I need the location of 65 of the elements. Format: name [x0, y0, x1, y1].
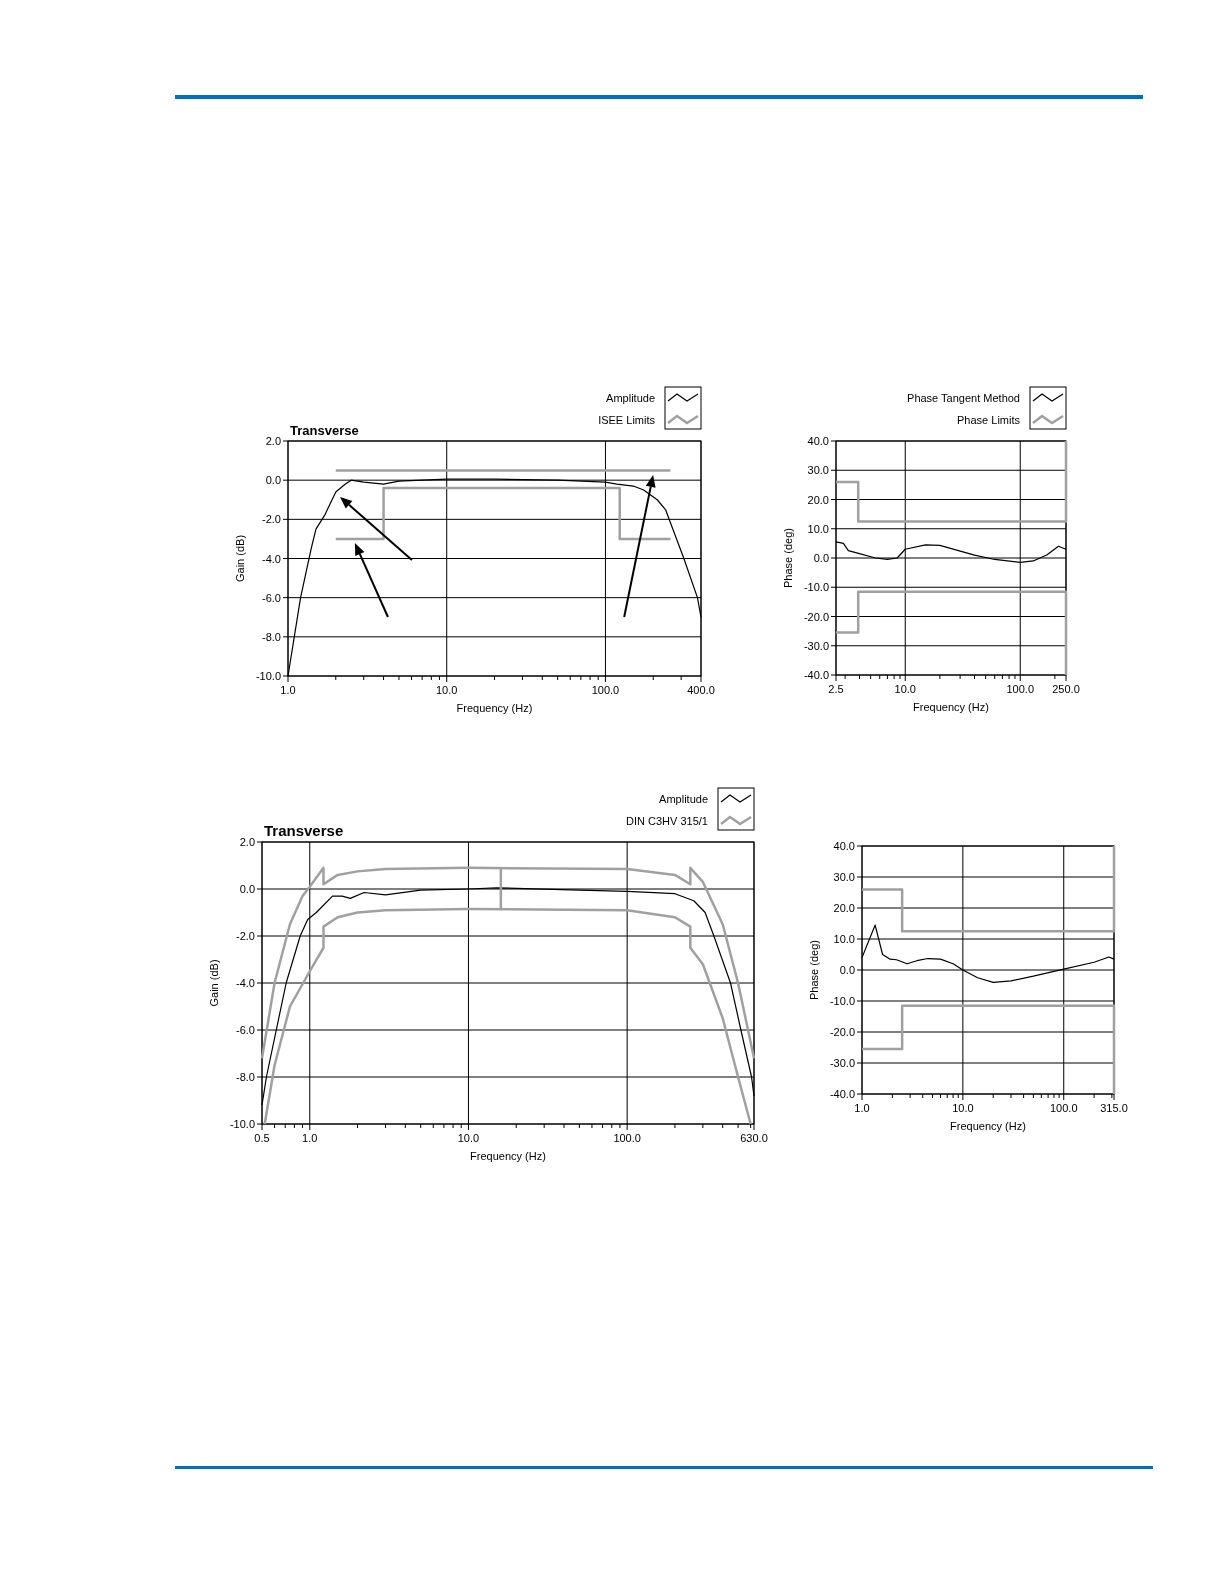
- x-tick-label: 100.0: [1049, 1102, 1078, 1114]
- y-axis-title: Phase (deg): [782, 528, 794, 588]
- x-tick-label: 1.0: [280, 684, 296, 696]
- x-tick-label: 2.5: [828, 683, 844, 695]
- y-tick-label: 40.0: [807, 435, 829, 447]
- y-tick-label: -40.0: [803, 669, 829, 681]
- y-tick-label: -40.0: [829, 1088, 855, 1100]
- y-tick-label: -10.0: [829, 995, 855, 1007]
- x-tick-label: 10.0: [894, 683, 916, 695]
- x-tick-label: 0.5: [254, 1132, 270, 1144]
- y-tick-label: -10.0: [803, 581, 829, 594]
- x-axis-title: Frequency (Hz): [913, 701, 989, 713]
- y-tick-label: -4.0: [236, 977, 255, 989]
- y-tick-label: -8.0: [236, 1071, 255, 1083]
- x-tick-label: 10.0: [457, 1132, 480, 1144]
- y-tick-label: 20.0: [833, 902, 855, 914]
- x-tick-label: 400.0: [687, 684, 715, 696]
- y-axis-title: Gain (dB): [234, 534, 246, 583]
- y-tick-label: 30.0: [807, 464, 829, 477]
- x-tick-label: 630.0: [740, 1132, 768, 1144]
- y-tick-label: -10.0: [229, 1118, 255, 1130]
- legend-label: Phase Limits: [957, 414, 1021, 426]
- y-tick-label: -2.0: [236, 930, 255, 942]
- y-tick-label: -20.0: [829, 1026, 855, 1038]
- y-tick-label: 20.0: [807, 493, 829, 506]
- legend-label: Amplitude: [659, 793, 708, 805]
- y-tick-label: -6.0: [236, 1024, 255, 1036]
- y-axis-title: Phase (deg): [808, 940, 820, 1000]
- y-tick-label: 0.0: [839, 964, 855, 976]
- y-tick-label: -4.0: [262, 552, 281, 565]
- y-tick-label: 30.0: [833, 871, 855, 883]
- x-axis-title: Frequency (Hz): [470, 1150, 546, 1162]
- x-axis-title: Frequency (Hz): [950, 1120, 1026, 1132]
- legend-label: ISEE Limits: [598, 414, 656, 426]
- x-tick-label: 10.0: [436, 684, 458, 696]
- legend-label: DIN C3HV 315/1: [626, 815, 708, 827]
- x-tick-label: 100.0: [591, 684, 620, 696]
- x-axis-title: Frequency (Hz): [456, 702, 533, 714]
- y-tick-label: 2.0: [239, 836, 255, 848]
- y-tick-label: 10.0: [807, 522, 829, 535]
- y-tick-label: 40.0: [833, 840, 855, 852]
- chart-title: Transverse: [264, 822, 344, 839]
- y-tick-label: -6.0: [262, 591, 281, 604]
- y-tick-label: 2.0: [265, 435, 281, 447]
- y-tick-label: 10.0: [833, 933, 855, 945]
- x-tick-label: 315.0: [1100, 1102, 1128, 1114]
- y-tick-label: 0.0: [265, 474, 281, 487]
- x-tick-label: 1.0: [302, 1132, 318, 1144]
- x-tick-label: 250.0: [1052, 683, 1080, 695]
- legend-label: Phase Tangent Method: [907, 392, 1020, 404]
- y-tick-label: -8.0: [262, 630, 281, 643]
- y-tick-label: -2.0: [262, 513, 281, 526]
- y-tick-label: 0.0: [813, 552, 829, 564]
- x-tick-label: 1.0: [854, 1102, 870, 1114]
- y-axis-title: Gain (dB): [208, 959, 220, 1007]
- y-tick-label: 0.0: [239, 883, 255, 895]
- y-tick-label: -30.0: [803, 639, 829, 652]
- y-tick-label: -30.0: [829, 1057, 855, 1069]
- x-tick-label: 100.0: [613, 1132, 641, 1144]
- x-tick-label: 10.0: [952, 1102, 974, 1114]
- chart-title: Transverse: [290, 423, 359, 438]
- y-tick-label: -20.0: [803, 610, 829, 623]
- x-tick-label: 100.0: [1006, 683, 1034, 695]
- legend-label: Amplitude: [606, 392, 655, 404]
- y-tick-label: -10.0: [255, 670, 281, 682]
